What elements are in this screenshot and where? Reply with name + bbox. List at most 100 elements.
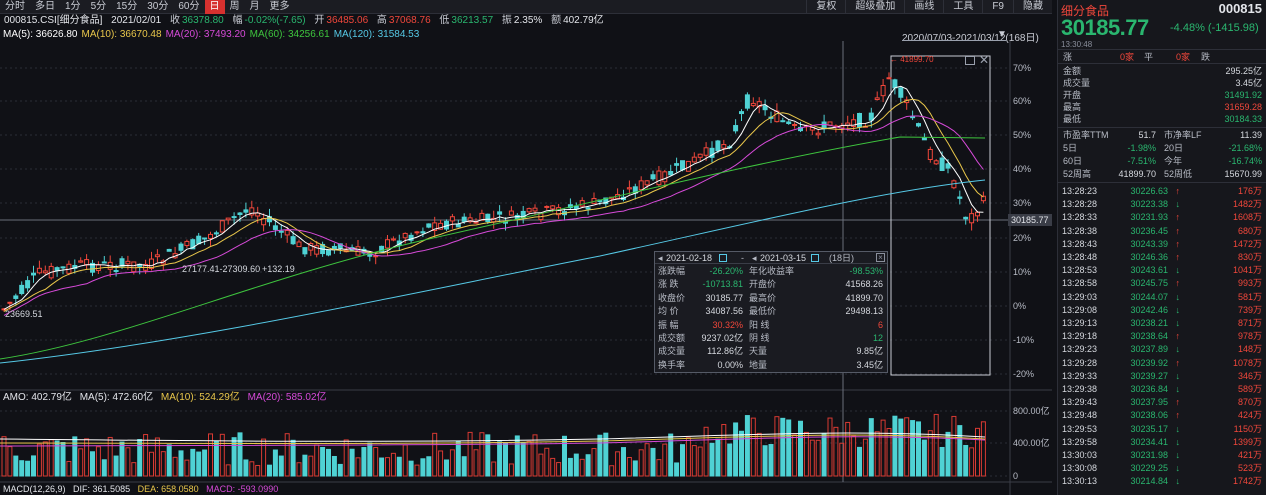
up-arrow-icon: ↑ <box>1175 238 1181 249</box>
volume-bar <box>880 419 886 477</box>
volume-bar <box>898 418 904 477</box>
popup-cell: 阳 线 <box>749 319 770 330</box>
volume-bar <box>957 425 963 477</box>
index-code-name: 000815.CSI[细分食品] <box>4 15 103 26</box>
volume-bar <box>320 446 326 477</box>
popup-cell: 换手率 <box>658 359 686 370</box>
swing-value: 2.35% <box>513 15 543 26</box>
volume-bar <box>703 426 709 477</box>
down-arrow-icon: ↓ <box>1175 476 1181 487</box>
period-tab-6[interactable]: 60分 <box>178 0 200 12</box>
volume-bar <box>933 413 939 477</box>
stat-value: 31659.28 <box>1224 102 1262 112</box>
popup-prev-icon[interactable]: ◂ <box>752 253 757 263</box>
tick-volume: 148万 <box>1237 344 1262 355</box>
candle <box>154 249 160 263</box>
close-icon[interactable]: ✕ <box>979 53 990 67</box>
volume-bar <box>154 437 160 477</box>
popup-cell: 30.32% <box>712 319 743 330</box>
tool-button-5[interactable]: 隐藏 <box>1013 0 1052 14</box>
volume-bar <box>868 418 874 477</box>
volume-bar <box>426 456 432 477</box>
period-tab-0[interactable]: 分时 <box>5 0 25 12</box>
range-dropdown-icon[interactable]: ▼ <box>997 29 1007 40</box>
period-tab-2[interactable]: 1分 <box>65 0 81 12</box>
candle <box>762 99 768 116</box>
amount-value: 402.79亿 <box>563 15 604 26</box>
volume-bar <box>803 431 809 477</box>
tool-button-2[interactable]: 画线 <box>904 0 943 14</box>
breadth-row: 涨 0家 平 0家 跌 <box>1058 51 1266 63</box>
interval-stats-popup[interactable]: ◂ 2021-02-18 - ◂ 2021-03-15 (18日) × 涨跌幅 -… <box>654 251 888 373</box>
volume-bar <box>7 446 13 477</box>
popup-cell: 最高价 <box>749 292 777 303</box>
candle <box>556 203 562 219</box>
volume-ma-line <box>0 434 986 444</box>
volume-axis-label: 400.00亿 <box>1013 437 1050 448</box>
volume-bar <box>13 455 19 477</box>
tick-volume: 830万 <box>1237 252 1262 262</box>
candle <box>213 230 219 237</box>
popup-cell: 阴 线 <box>749 333 770 343</box>
maximize-icon[interactable] <box>965 56 975 65</box>
candle <box>615 188 621 200</box>
popup-from-date[interactable]: 2021-02-18 <box>666 253 713 263</box>
svg-text:30185.77: 30185.77 <box>1011 215 1049 225</box>
popup-to-date[interactable]: 2021-03-15 <box>760 253 807 263</box>
period-tab-10[interactable]: 更多 <box>269 0 290 12</box>
stat-value: 295.25亿 <box>1225 66 1262 76</box>
candle <box>626 180 632 195</box>
valuation-cell: 41899.70 <box>1118 169 1156 179</box>
volume-bar <box>113 455 119 477</box>
calendar-icon[interactable] <box>811 254 819 262</box>
volume-bar <box>249 461 255 477</box>
volume-bar <box>862 438 868 477</box>
calendar-icon[interactable] <box>719 254 727 262</box>
candle <box>674 157 680 173</box>
valuation-cell: 市净率LF <box>1164 130 1202 140</box>
period-tab-9[interactable]: 月 <box>249 0 260 12</box>
tool-button-0[interactable]: 复权 <box>806 0 845 14</box>
ohlc-info-bar: 000815.CSI[细分食品] 2021/02/01 收 36378.80 幅-… <box>0 14 610 28</box>
kline-chart[interactable]: 70% 60% 50% 40% 30% 20% 10% 0% -10% -20% 800.00亿 40… <box>0 41 1052 495</box>
tool-button-4[interactable]: F9 <box>982 0 1013 14</box>
tick-time: 13:28:38 <box>1062 225 1098 236</box>
volume-bar <box>904 417 910 477</box>
volume-bar <box>267 464 272 477</box>
tick-time: 13:28:58 <box>1062 278 1098 289</box>
tick-row: 13:30:13 30214.84 ↓ 1742万 <box>1058 476 1266 486</box>
valuation-cell: -7.51% <box>1127 156 1156 166</box>
tick-time: 13:29:33 <box>1062 370 1098 381</box>
volume-bar <box>497 441 503 477</box>
volume-bar <box>84 438 90 477</box>
close-label: 收 <box>170 15 180 26</box>
tick-price: 30226.63 <box>1130 186 1168 196</box>
candle <box>792 122 798 129</box>
popup-close-icon[interactable]: × <box>876 253 885 262</box>
candle <box>208 231 213 246</box>
period-tab-7[interactable]: 日 <box>204 0 225 14</box>
volume-bar <box>90 451 95 477</box>
popup-collapse-icon[interactable]: ◂ <box>658 253 663 263</box>
valuation-cell: -1.98% <box>1127 143 1156 153</box>
volume-bar <box>95 446 101 477</box>
amo-value: AMO: 402.79亿 <box>3 392 72 403</box>
tool-button-3[interactable]: 工具 <box>943 0 982 14</box>
volume-legend: AMO: 402.79亿 MA(5): 472.60亿 MA(10): 524.… <box>0 391 332 404</box>
period-tab-1[interactable]: 多日 <box>35 0 55 12</box>
candle <box>697 153 703 162</box>
period-tab-8[interactable]: 周 <box>229 0 240 12</box>
tick-price: 30214.84 <box>1130 476 1168 487</box>
tool-button-1[interactable]: 超级叠加 <box>845 0 904 14</box>
tick-row: 13:29:03 30244.07 ↓ 581万 <box>1058 292 1266 302</box>
period-tab-3[interactable]: 5分 <box>90 0 107 12</box>
selection-box[interactable] <box>890 55 991 376</box>
tick-price: 30238.06 <box>1130 410 1168 421</box>
candle <box>373 252 379 265</box>
period-tab-4[interactable]: 15分 <box>116 0 138 12</box>
period-tab-5[interactable]: 30分 <box>147 0 169 12</box>
volume-bar <box>650 447 656 477</box>
tick-volume: 680万 <box>1237 225 1262 236</box>
volume-bar <box>284 433 290 477</box>
